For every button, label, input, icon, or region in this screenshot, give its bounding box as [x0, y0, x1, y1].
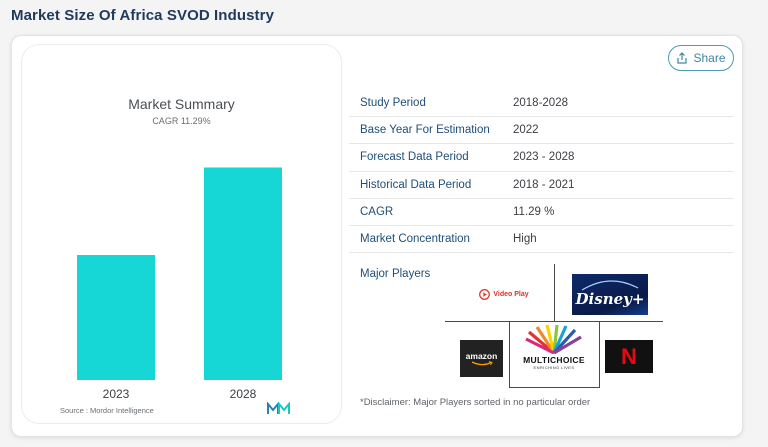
- details-value: 2018-2028: [513, 97, 568, 110]
- details-row: Forecast Data Period 2023 - 2028: [349, 144, 734, 172]
- details-row: Historical Data Period 2018 - 2021: [349, 172, 734, 199]
- details-value: 2018 - 2021: [513, 178, 575, 191]
- major-players-label: Major Players: [360, 268, 431, 280]
- multichoice-text: MULTICHOICE: [523, 355, 585, 365]
- bar-2028: [204, 167, 282, 380]
- videoplay-play-icon: [479, 288, 491, 300]
- netflix-logo: N: [605, 340, 653, 373]
- amazon-text: amazon: [465, 351, 498, 361]
- details-key: Forecast Data Period: [360, 151, 469, 164]
- multichoice-tagline: ENRICHING LIVES: [533, 365, 575, 370]
- details-value: 11.29 %: [513, 205, 555, 218]
- divider: [445, 321, 663, 322]
- videoplay-logo: Video Play: [474, 286, 534, 302]
- divider: [554, 264, 555, 321]
- x-tick-label: 2023: [103, 387, 130, 401]
- share-icon: [677, 52, 688, 64]
- share-button[interactable]: Share: [668, 45, 734, 71]
- details-row: CAGR 11.29 %: [349, 199, 734, 226]
- market-summary-card: Market Summary CAGR 11.29% 2023 2028 Sour…: [11, 35, 743, 437]
- multichoice-logo: MULTICHOICE ENRICHING LIVES: [512, 324, 596, 384]
- players-disclaimer: *Disclaimer: Major Players sorted in no …: [360, 397, 591, 408]
- bar-2023: [77, 255, 155, 380]
- page-title: Market Size Of Africa SVOD Industry: [11, 7, 275, 24]
- details-row: Study Period 2018-2028: [349, 90, 734, 118]
- videoplay-text: Video Play: [493, 290, 529, 298]
- share-label: Share: [693, 51, 726, 65]
- details-key: Market Concentration: [360, 233, 470, 246]
- bar-chart: 2023 2028: [77, 167, 282, 401]
- disney-arc-icon: [581, 280, 639, 291]
- details-key: CAGR: [360, 205, 394, 218]
- details-row: Base Year For Estimation 2022: [349, 117, 734, 145]
- details-row: Market Concentration High: [349, 226, 734, 254]
- market-summary-chart-panel: Market Summary CAGR 11.29% 2023 2028 Sour…: [21, 44, 342, 424]
- details-value: 2022: [513, 124, 539, 137]
- amazon-smile-icon: [471, 361, 493, 366]
- divider: [509, 321, 510, 387]
- x-tick-label: 2028: [230, 387, 257, 401]
- disney-plus-logo: Disney+: [572, 274, 648, 315]
- mordor-logo-icon: [267, 402, 290, 414]
- netflix-text: N: [621, 343, 637, 369]
- market-details-table: Study Period 2018-2028 Base Year For Est…: [349, 90, 734, 254]
- divider: [509, 387, 600, 388]
- chart-source: Source : Mordor Intelligence: [60, 406, 154, 415]
- chart-cagr-subtitle: CAGR 11.29%: [152, 116, 211, 126]
- multichoice-fan-icon: [525, 324, 582, 354]
- details-value: High: [513, 233, 537, 246]
- amazon-logo: amazon: [460, 340, 503, 377]
- details-key: Historical Data Period: [360, 178, 472, 191]
- details-value: 2023 - 2028: [513, 151, 575, 164]
- disney-text: Disney+: [575, 289, 645, 308]
- details-key: Base Year For Estimation: [360, 124, 490, 137]
- details-key: Study Period: [360, 97, 426, 110]
- divider: [599, 321, 600, 387]
- chart-title: Market Summary: [128, 96, 235, 112]
